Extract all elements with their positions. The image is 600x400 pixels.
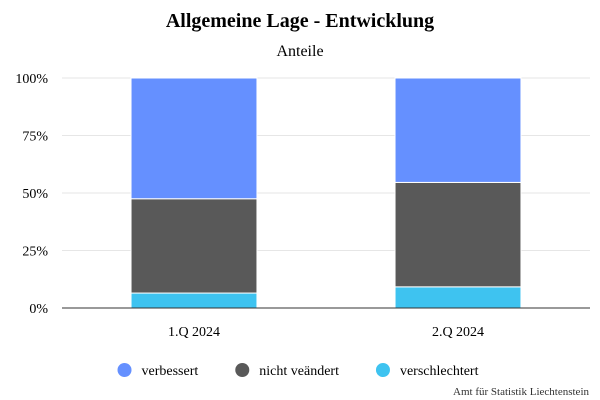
y-tick-label: 25%: [22, 245, 48, 260]
bar-segment-verschlechtert: [130, 292, 258, 309]
bar-segment-nicht-veändert: [130, 198, 258, 294]
y-tick-label: 75%: [22, 130, 48, 145]
legend-marker: [375, 363, 390, 377]
legend-label: verbessert: [142, 364, 199, 379]
legend-item: nicht veändert: [235, 363, 339, 379]
legend: verbessert nicht veändert verschlechtert: [117, 363, 479, 379]
y-tick-label: 0%: [29, 302, 48, 317]
bars: [130, 77, 522, 309]
x-axis-tick-labels: 1.Q 2024 2.Q 2024: [168, 325, 484, 340]
y-tick-label: 100%: [15, 72, 48, 87]
x-tick-label: 1.Q 2024: [168, 325, 220, 340]
legend-label: verschlechtert: [400, 364, 479, 379]
bar-segment-verbessert: [394, 77, 522, 183]
bar-segment-verschlechtert: [394, 286, 522, 309]
legend-label: nicht veändert: [259, 364, 339, 379]
bar-segment-nicht-veändert: [394, 181, 522, 288]
legend-item: verbessert: [117, 363, 199, 379]
y-tick-label: 50%: [22, 187, 48, 202]
y-axis-tick-labels: 0% 25% 50% 75% 100%: [15, 72, 48, 317]
bar-segment-verbessert: [130, 77, 258, 200]
x-tick-label: 2.Q 2024: [432, 325, 484, 340]
legend-marker: [235, 363, 250, 377]
legend-item: verschlechtert: [375, 363, 479, 379]
chart-title: Allgemeine Lage - Entwicklung: [166, 10, 434, 32]
legend-marker: [117, 363, 132, 377]
chart-subtitle: Anteile: [276, 43, 323, 60]
source-credit: Amt für Statistik Liechtenstein: [453, 386, 589, 398]
